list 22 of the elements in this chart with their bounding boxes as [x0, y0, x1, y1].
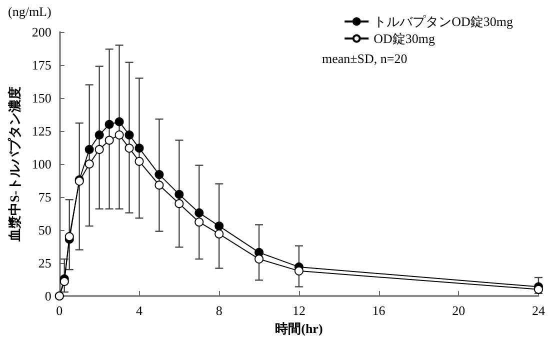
y-tick-label: 0: [44, 288, 52, 304]
x-tick-label: 24: [532, 303, 546, 318]
y-tick-label: 125: [32, 124, 52, 138]
x-tick-label: 4: [136, 303, 143, 318]
legend-label: OD錠30mg: [374, 31, 436, 46]
x-tick-label: 20: [452, 303, 466, 318]
legend-label: トルバプタンOD錠30mg: [374, 14, 514, 29]
y-tick-label: 50: [38, 222, 52, 238]
text: (ng/mL): [8, 4, 52, 19]
annotation: mean±SD, n=20: [322, 51, 408, 66]
x-tick-label: 12: [292, 303, 306, 318]
y-tick-label: 25: [38, 256, 52, 270]
x-tick-label: 0: [56, 303, 63, 318]
y-tick-label: 100: [32, 156, 52, 172]
x-axis-title: 時間(hr): [275, 320, 323, 336]
y-tick-label: 200: [32, 24, 52, 40]
x-tick-label: 8: [216, 303, 222, 318]
y-tick-label: 75: [38, 190, 52, 204]
y-axis-title: 血漿中S-トルバプタン濃度: [7, 86, 22, 242]
x-tick-label: 16: [372, 303, 386, 318]
y-tick-label: 175: [32, 58, 52, 72]
y-tick-label: 150: [32, 90, 52, 106]
